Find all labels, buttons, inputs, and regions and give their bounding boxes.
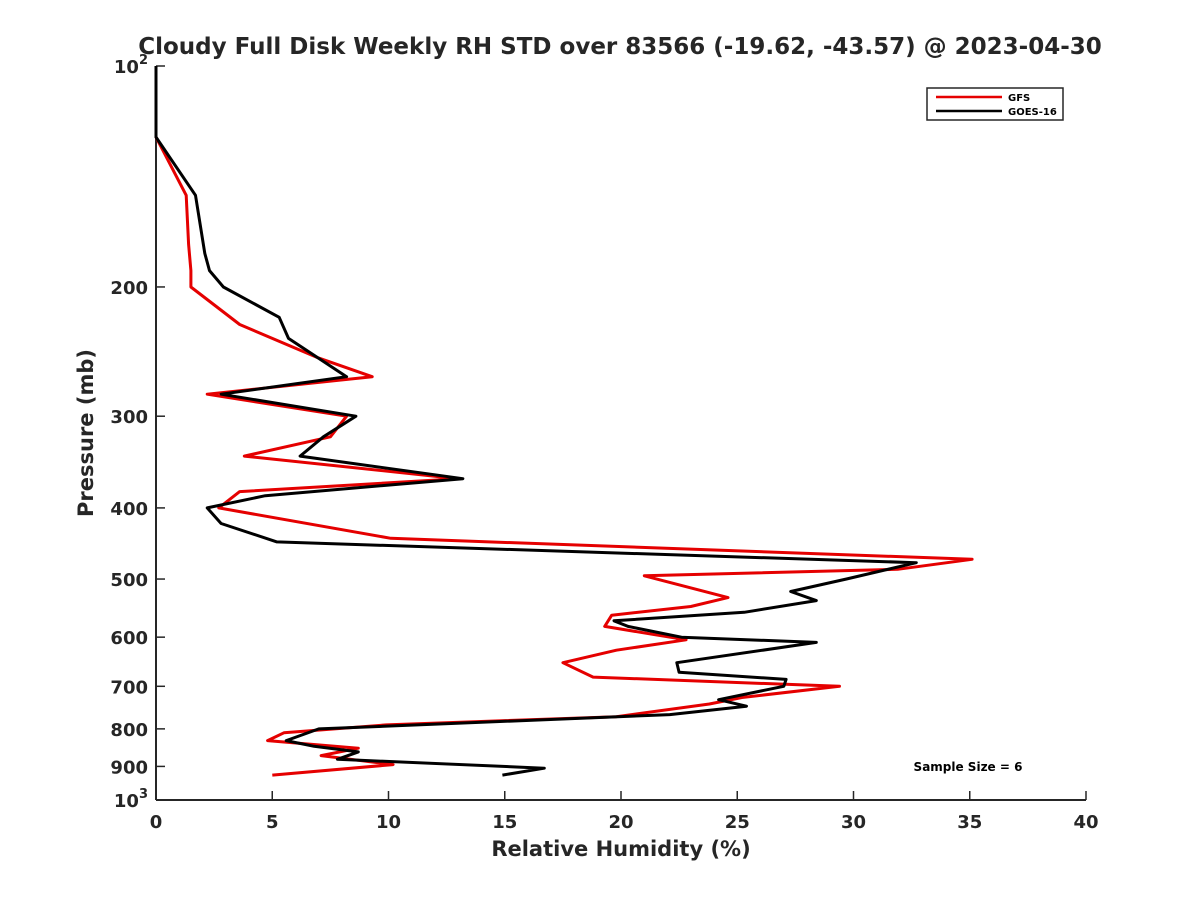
y-tick-label: 103 bbox=[114, 787, 148, 812]
legend: GFS GOES-16 bbox=[926, 87, 1064, 121]
x-tick-label: 40 bbox=[1073, 812, 1098, 833]
series-group bbox=[154, 66, 974, 777]
legend-label-gfs: GFS bbox=[1008, 93, 1030, 104]
legend-box bbox=[926, 87, 1064, 121]
x-tick-label: 35 bbox=[957, 812, 982, 833]
series-line-gfs bbox=[154, 66, 974, 777]
x-ticks: 0 5 10 15 20 25 30 35 40 bbox=[150, 791, 1099, 833]
y-tick-label: 102 bbox=[114, 53, 148, 78]
y-tick-label: 700 bbox=[110, 677, 148, 698]
y-tick-label: 900 bbox=[110, 757, 148, 778]
y-tick-label-exponent: 3 bbox=[139, 787, 148, 802]
x-tick-label: 25 bbox=[725, 812, 750, 833]
axes bbox=[155, 66, 1086, 801]
sample-size-annotation: Sample Size = 6 bbox=[914, 760, 1023, 774]
x-tick-label: 20 bbox=[608, 812, 633, 833]
x-tick-label: 30 bbox=[841, 812, 866, 833]
y-tick-label: 800 bbox=[110, 720, 148, 741]
x-tick-label: 10 bbox=[376, 812, 401, 833]
y-tick-label-base: 10 bbox=[114, 57, 139, 78]
y-tick-label-exponent: 2 bbox=[139, 53, 148, 68]
y-tick-label: 500 bbox=[110, 570, 148, 591]
chart-title: Cloudy Full Disk Weekly RH STD over 8356… bbox=[138, 34, 1102, 60]
y-tick-label: 400 bbox=[110, 499, 148, 520]
x-tick-label: 5 bbox=[266, 812, 279, 833]
y-tick-label: 200 bbox=[110, 278, 148, 299]
y-tick-label: 600 bbox=[110, 628, 148, 649]
x-tick-label: 0 bbox=[150, 812, 163, 833]
series-line-goes16 bbox=[154, 66, 918, 777]
y-tick-label-base: 10 bbox=[114, 791, 139, 812]
y-axis-label: Pressure (mb) bbox=[74, 349, 98, 517]
y-tick-label: 300 bbox=[110, 407, 148, 428]
legend-label-goes16: GOES-16 bbox=[1008, 107, 1057, 118]
x-tick-label: 15 bbox=[492, 812, 517, 833]
x-axis-label: Relative Humidity (%) bbox=[491, 837, 750, 861]
